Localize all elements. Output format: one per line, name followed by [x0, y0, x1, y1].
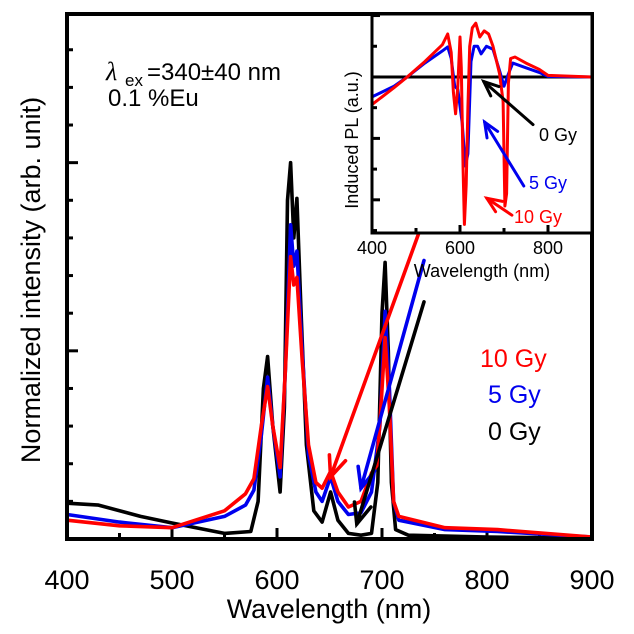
main-y-axis-label: Normalized intensity (arb. unit) — [16, 97, 46, 463]
inset-axes-frame — [370, 12, 594, 235]
inset-plot: 400 600 800 Wavelength (nm) Induced PL (a.… — [342, 12, 594, 281]
inset-label-10gy: 10 Gy — [514, 207, 562, 227]
x-tick-label: 700 — [359, 565, 404, 595]
arrow-0gy — [352, 300, 426, 529]
series-line-10gy — [370, 21, 594, 226]
arrow-head — [327, 453, 348, 482]
eu-concentration: 0.1 %Eu — [108, 85, 199, 112]
main-arrows — [327, 228, 426, 529]
x-tick-label: 800 — [533, 238, 563, 258]
x-tick-label: 800 — [464, 565, 509, 595]
inset-label-0gy: 0 Gy — [539, 125, 577, 145]
lambda-subscript: ex — [125, 71, 143, 90]
inset-y-axis-label: Induced PL (a.u.) — [342, 71, 362, 208]
main-label-5gy: 5 Gy — [488, 381, 541, 409]
series-line-5gy — [370, 44, 594, 168]
arrow-0gy — [480, 79, 535, 127]
main-x-tick-labels: 400 500 600 700 800 900 — [44, 565, 614, 595]
x-tick-label: 500 — [149, 565, 194, 595]
lambda-symbol: λ — [105, 57, 117, 86]
arrow-shaft — [328, 228, 422, 479]
arrow-head — [482, 118, 500, 140]
x-tick-label: 600 — [445, 238, 475, 258]
arrow-shaft — [483, 120, 526, 188]
x-tick-label: 400 — [44, 565, 89, 595]
x-tick-label: 900 — [569, 565, 614, 595]
arrow-shaft — [359, 258, 426, 490]
inset-x-axis-label: Wavelength (nm) — [414, 261, 550, 281]
arrow-head — [352, 500, 373, 529]
inset-arrows — [480, 79, 535, 217]
main-label-10gy: 10 Gy — [480, 345, 547, 373]
x-tick-label: 400 — [357, 238, 387, 258]
inset-background — [372, 14, 592, 233]
x-tick-label: 600 — [254, 565, 299, 595]
arrow-shaft — [354, 300, 426, 526]
series-line-10gy — [65, 254, 594, 539]
arrow-head — [483, 196, 505, 214]
arrow-shaft — [482, 80, 535, 127]
inset-label-5gy: 5 Gy — [529, 173, 567, 193]
arrow-5gy — [482, 118, 526, 188]
arrow-shaft — [485, 196, 514, 217]
excitation-value: =340±40 nm — [147, 59, 281, 86]
arrow-10gy — [327, 228, 422, 482]
arrow-head — [480, 79, 501, 98]
main-x-axis-label: Wavelength (nm) — [227, 594, 432, 624]
excitation-annotation: λ ex =340±40 nm 0.1 %Eu — [105, 57, 281, 112]
main-axes-frame — [65, 12, 594, 541]
main-plot: 400 500 600 700 800 900 Wavelength (nm) Norma… — [16, 12, 615, 624]
inset-x-tick-labels: 400 600 800 — [357, 238, 563, 258]
arrow-10gy — [483, 196, 514, 217]
inset-series — [370, 21, 594, 226]
main-label-0gy: 0 Gy — [488, 418, 541, 446]
